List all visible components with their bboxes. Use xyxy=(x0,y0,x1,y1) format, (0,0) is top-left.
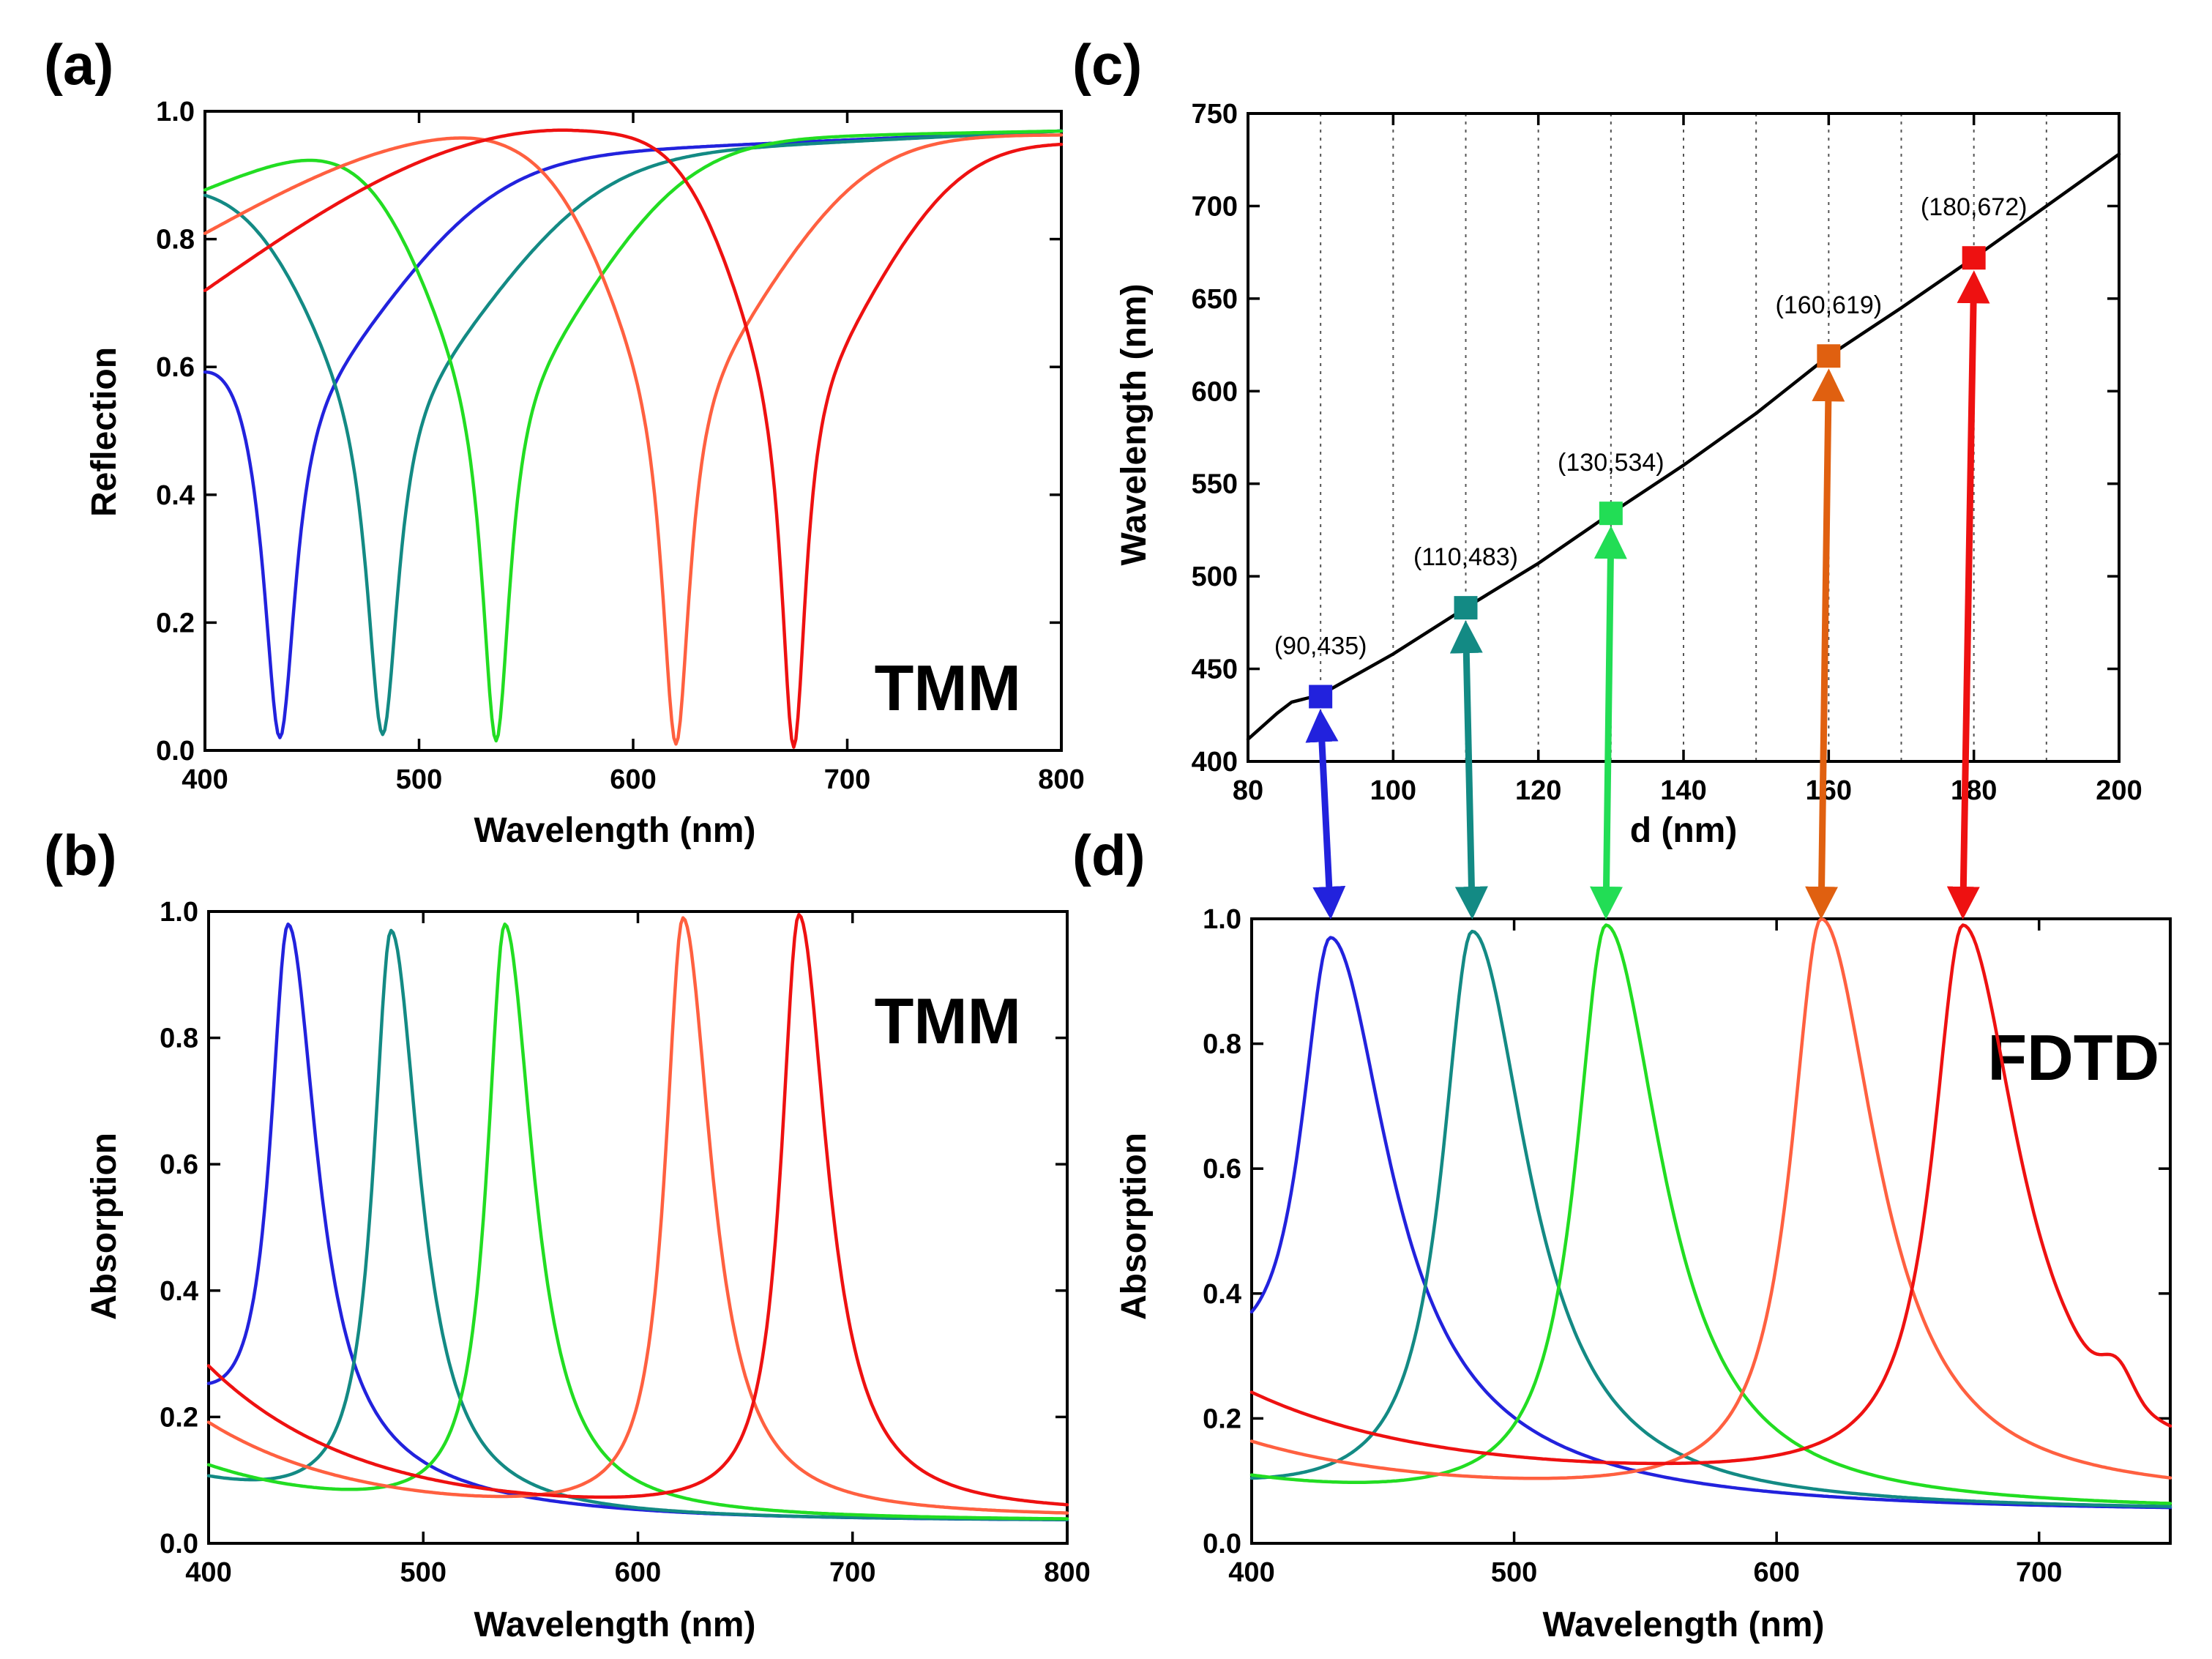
panel-b-ytick-label: 0.8 xyxy=(160,1024,198,1054)
panel-a-method: TMM xyxy=(875,652,1021,724)
panel-c-marker-2 xyxy=(1454,596,1478,620)
panel-a-xtick-label: 600 xyxy=(610,764,656,795)
panel-d-xtick-label: 600 xyxy=(1753,1557,1799,1588)
panel-b-series-4 xyxy=(206,916,1069,1515)
panel-b-xtick-label: 800 xyxy=(1044,1557,1090,1588)
panel-c-marker-3 xyxy=(1599,502,1623,526)
panel-b-method: TMM xyxy=(875,985,1021,1057)
panel-c-marker-label-4: (160,619) xyxy=(1776,291,1883,319)
panel-c-ylabel: Wavelength (nm) xyxy=(1115,284,1154,566)
panel-a-xtick-label: 500 xyxy=(396,764,442,795)
panel-d-axes: 400 500 600 700 0.0 0.2 0.4 0.6 0.8 1.0 xyxy=(1203,904,2172,1588)
panel-c-xlabel: d (nm) xyxy=(1630,811,1738,850)
panel-c-axes: 80 100 120 140 160 180 200 400 450 500 550 600 650 70… xyxy=(1192,99,2142,806)
panel-d-series-2 xyxy=(1249,929,2172,1508)
panel-d-ytick-label: 0.4 xyxy=(1203,1279,1241,1310)
panel-b-ytick-label: 1.0 xyxy=(160,897,198,928)
panel-c-xtick-label: 140 xyxy=(1660,775,1706,806)
panel-c-marker-5 xyxy=(1962,246,1986,270)
panel-a-xtick-label: 400 xyxy=(182,764,228,795)
panel-c-ytick-label: 600 xyxy=(1192,376,1238,407)
panel-c-marker-1 xyxy=(1309,685,1333,709)
panel-c-label: (c) xyxy=(1072,32,1142,97)
panel-c-ytick-label: 550 xyxy=(1192,469,1238,500)
panel-d-ylabel: Absorption xyxy=(1115,1133,1154,1320)
panel-c-marker-label-3: (130,534) xyxy=(1558,449,1664,477)
panel-a-ytick-label: 0.6 xyxy=(156,352,195,383)
panel-a-ytick-label: 0.0 xyxy=(156,736,195,767)
panel-c-ytick-label: 700 xyxy=(1192,191,1238,222)
panel-b-ylabel: Absorption xyxy=(85,1133,124,1320)
panel-b-ytick-label: 0.0 xyxy=(160,1529,198,1559)
link-arrow-1 xyxy=(1305,709,1346,920)
panel-c-ytick-label: 750 xyxy=(1192,99,1238,130)
panel-a-ytick-label: 0.8 xyxy=(156,225,195,256)
link-arrow-3 xyxy=(1590,526,1627,920)
panel-b-xtick-label: 400 xyxy=(185,1557,231,1588)
panel-a-ytick-label: 0.2 xyxy=(156,608,195,638)
panel-a-series-1 xyxy=(203,129,1064,739)
panel-c-xtick-label: 100 xyxy=(1370,775,1416,806)
panel-c-xtick-label: 200 xyxy=(2096,775,2142,806)
panel-a-xtick-label: 800 xyxy=(1038,764,1084,795)
panel-c-marker-4 xyxy=(1817,344,1841,368)
panel-d-series-1 xyxy=(1249,936,2172,1510)
panel-a-series-2 xyxy=(203,129,1064,737)
panel-a-ylabel: Reflection xyxy=(85,347,124,517)
panel-c-marker-label-5: (180,672) xyxy=(1921,193,2028,221)
panel-c-ytick-label: 450 xyxy=(1192,655,1238,685)
panel-b-label: (b) xyxy=(44,823,117,887)
panel-a-xlabel: Wavelength (nm) xyxy=(474,811,756,850)
panel-d-xlabel: Wavelength (nm) xyxy=(1543,1606,1825,1644)
panel-d-ytick-label: 0.6 xyxy=(1203,1154,1241,1185)
panel-d-xtick-label: 700 xyxy=(2016,1557,2062,1588)
panel-a-series-3 xyxy=(203,129,1064,743)
panel-d-series-3 xyxy=(1249,923,2172,1505)
panel-d-frame xyxy=(1250,917,2172,1545)
panel-b-xlabel: Wavelength (nm) xyxy=(474,1606,756,1644)
plot-layers: 400 500 600 700 800 0.0 0.2 0.4 0.6 0.8 1.0 400 500 6… xyxy=(156,97,2172,1588)
panel-b-ytick-label: 0.4 xyxy=(160,1276,198,1307)
panel-c-xtick-label: 180 xyxy=(1951,775,1997,806)
link-arrow-2 xyxy=(1449,620,1488,920)
panel-a-xtick-label: 700 xyxy=(824,764,870,795)
panel-c-ytick-label: 400 xyxy=(1192,747,1238,778)
panel-c-xtick-label: 80 xyxy=(1233,775,1263,806)
panel-a-label: (a) xyxy=(44,32,113,97)
panel-c-ytick-label: 500 xyxy=(1192,562,1238,592)
link-arrow-5 xyxy=(1946,270,1990,920)
panel-d-xtick-label: 400 xyxy=(1228,1557,1274,1588)
panel-b-xtick-label: 500 xyxy=(400,1557,446,1588)
panel-d-xtick-label: 500 xyxy=(1491,1557,1537,1588)
panel-a-axes: 400 500 600 700 800 0.0 0.2 0.4 0.6 0.8 1.0 xyxy=(156,97,1085,795)
panel-d-method: FDTD xyxy=(1987,1021,2159,1094)
panel-c-marker-label-2: (110,483) xyxy=(1413,543,1518,571)
panel-b-axes: 400 500 600 700 800 0.0 0.2 0.4 0.6 0.8 1.0 xyxy=(160,897,1091,1588)
panel-a-ytick-label: 1.0 xyxy=(156,97,195,127)
panel-d-ytick-label: 1.0 xyxy=(1203,904,1241,935)
panel-a-series-5 xyxy=(203,128,1064,749)
panel-a-ytick-label: 0.4 xyxy=(156,480,195,511)
panel-b-ytick-label: 0.6 xyxy=(160,1149,198,1180)
panel-d-label: (d) xyxy=(1072,823,1146,887)
link-arrow-4 xyxy=(1805,368,1845,920)
panel-c-ytick-label: 650 xyxy=(1192,284,1238,315)
panel-d-ytick-label: 0.2 xyxy=(1203,1403,1241,1434)
panel-b-xtick-label: 600 xyxy=(615,1557,661,1588)
panel-d-series-5 xyxy=(1249,923,2172,1466)
panel-b-xtick-label: 700 xyxy=(829,1557,875,1588)
panel-c-marker-label-1: (90,435) xyxy=(1274,633,1367,660)
panel-d-ytick-label: 0.0 xyxy=(1203,1529,1241,1559)
panel-b-series-3 xyxy=(206,922,1069,1521)
panel-c-curve xyxy=(1246,152,2121,741)
panel-b-series-2 xyxy=(206,928,1069,1521)
panel-a-series-4 xyxy=(203,133,1064,746)
panel-d-ytick-label: 0.8 xyxy=(1203,1029,1241,1060)
panel-c-xtick-label: 160 xyxy=(1806,775,1852,806)
panel-b-series-5 xyxy=(206,913,1069,1507)
panel-b-ytick-label: 0.2 xyxy=(160,1402,198,1433)
panel-d-series-4 xyxy=(1249,917,2172,1480)
panel-c-xtick-label: 120 xyxy=(1515,775,1561,806)
